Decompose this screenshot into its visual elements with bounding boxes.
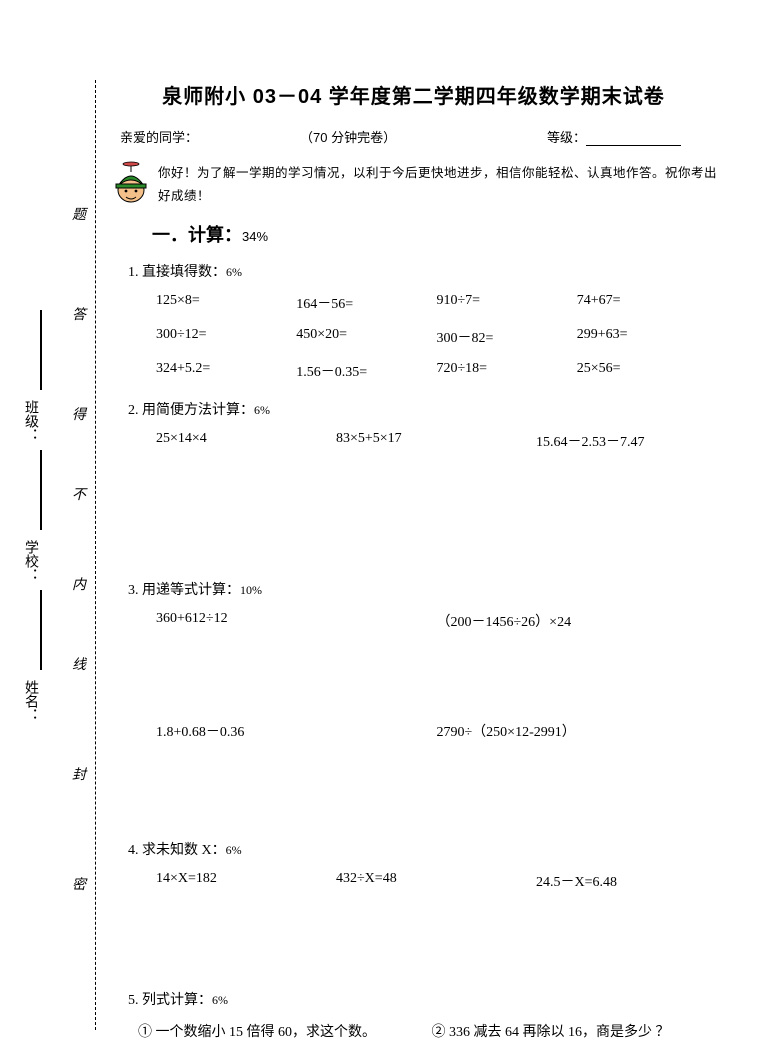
q2-pct: 6% xyxy=(254,403,270,417)
math-expr: 300÷12= xyxy=(156,327,296,347)
math-expr: 1.56－0.35= xyxy=(296,361,436,381)
math-expr: 14×X=182 xyxy=(156,871,336,891)
math-expr: 15.64－2.53－7.47 xyxy=(536,431,717,451)
q4-title: 4. 求未知数 X：6% xyxy=(128,839,717,859)
grade-underline xyxy=(586,145,681,146)
q2-grid: 25×14×4 83×5+5×17 15.64－2.53－7.47 xyxy=(128,431,717,451)
greeting-left: 亲爱的同学： xyxy=(120,127,300,146)
math-expr: 300－82= xyxy=(437,327,577,347)
field-school-label: 学校： xyxy=(20,540,40,582)
q5-title: 5. 列式计算：6% xyxy=(128,989,717,1009)
math-expr: 450×20= xyxy=(296,327,436,347)
q5-title-text: 5. 列式计算： xyxy=(128,993,212,1008)
question-4: 4. 求未知数 X：6% 14×X=182 432÷X=48 24.5－X=6.… xyxy=(128,839,717,891)
seal-char: 不 xyxy=(72,480,86,508)
q4-title-text: 4. 求未知数 X： xyxy=(128,843,226,858)
section-1-heading: 一．计算：34% xyxy=(152,221,717,247)
math-expr: 24.5－X=6.48 xyxy=(536,871,717,891)
question-3: 3. 用递等式计算：10% 360+612÷12 （200－1456÷26）×2… xyxy=(128,579,717,741)
math-expr: 25×56= xyxy=(577,361,717,381)
greeting-row: 你好！为了解一学期的学习情况，以利于今后更快地进步，相信你能轻松、认真地作答。祝… xyxy=(110,160,717,211)
cartoon-avatar-icon xyxy=(110,160,152,211)
field-name-line xyxy=(40,590,42,670)
seal-char: 内 xyxy=(72,570,86,598)
math-expr: 2790÷（250×12-2991） xyxy=(437,721,718,741)
math-expr: 125×8= xyxy=(156,293,296,313)
seal-char: 答 xyxy=(72,300,86,328)
math-expr: 74+67= xyxy=(577,293,717,313)
q4-grid: 14×X=182 432÷X=48 24.5－X=6.48 xyxy=(128,871,717,891)
page-content: 泉师附小 03－04 学年度第二学期四年级数学期末试卷 亲爱的同学： （70 分… xyxy=(110,80,717,1059)
math-expr: 324+5.2= xyxy=(156,361,296,381)
duration-text: （70 分钟完卷） xyxy=(300,127,547,146)
field-class-label: 班级： xyxy=(20,400,40,442)
math-expr: 1.8+0.68－0.36 xyxy=(156,721,437,741)
word-problem: ② 336 减去 64 再除以 16，商是多少 ？ xyxy=(432,1021,718,1041)
q3-title: 3. 用递等式计算：10% xyxy=(128,579,717,599)
work-space xyxy=(110,469,717,579)
field-class-line xyxy=(40,310,42,390)
grade-label: 等级： xyxy=(547,130,586,145)
math-expr: 83×5+5×17 xyxy=(336,431,536,451)
q1-title: 1. 直接填得数：6% xyxy=(128,261,717,281)
math-expr: （200－1456÷26）×24 xyxy=(437,611,718,631)
q1-title-text: 1. 直接填得数： xyxy=(128,265,226,280)
work-space xyxy=(110,759,717,839)
exam-title: 泉师附小 03－04 学年度第二学期四年级数学期末试卷 xyxy=(110,80,717,109)
seal-char: 封 xyxy=(72,760,86,788)
q2-title-text: 2. 用简便方法计算： xyxy=(128,403,254,418)
question-2: 2. 用简便方法计算：6% 25×14×4 83×5+5×17 15.64－2.… xyxy=(128,399,717,451)
math-expr: 720÷18= xyxy=(437,361,577,381)
seal-char: 得 xyxy=(72,400,86,428)
field-school-line xyxy=(40,450,42,530)
section-1-label: 一．计算： xyxy=(152,225,242,245)
seal-char: 题 xyxy=(72,200,86,228)
q2-title: 2. 用简便方法计算：6% xyxy=(128,399,717,419)
subtitle-row: 亲爱的同学： （70 分钟完卷） 等级： xyxy=(110,127,717,146)
seal-char: 密 xyxy=(72,870,86,898)
binding-column: 姓名： 学校： 班级： 密 封 线 内 不 得 答 题 xyxy=(0,0,120,1063)
q3-title-text: 3. 用递等式计算： xyxy=(128,583,240,598)
q4-pct: 6% xyxy=(226,843,242,857)
q5-grid: ① 一个数缩小 15 倍得 60，求这个数。 ② 336 减去 64 再除以 1… xyxy=(128,1021,717,1041)
math-expr: 432÷X=48 xyxy=(336,871,536,891)
word-problem: ① 一个数缩小 15 倍得 60，求这个数。 xyxy=(138,1021,424,1041)
section-1-pct: 34% xyxy=(242,229,268,244)
question-5: 5. 列式计算：6% ① 一个数缩小 15 倍得 60，求这个数。 ② 336 … xyxy=(128,989,717,1041)
q5-pct: 6% xyxy=(212,993,228,1007)
field-name-label: 姓名： xyxy=(20,680,40,722)
math-expr: 299+63= xyxy=(577,327,717,347)
grade-field: 等级： xyxy=(547,127,707,146)
math-expr: 360+612÷12 xyxy=(156,611,437,631)
math-expr: 25×14×4 xyxy=(156,431,336,451)
q3-grid: 360+612÷12 （200－1456÷26）×24 1.8+0.68－0.3… xyxy=(128,611,717,741)
math-expr: 164－56= xyxy=(296,293,436,313)
seal-dashed-line xyxy=(95,80,96,1030)
q1-grid: 125×8= 164－56= 910÷7= 74+67= 300÷12= 450… xyxy=(128,293,717,381)
work-space xyxy=(110,909,717,989)
q1-pct: 6% xyxy=(226,265,242,279)
q3-pct: 10% xyxy=(240,583,262,597)
math-expr: 910÷7= xyxy=(437,293,577,313)
question-1: 1. 直接填得数：6% 125×8= 164－56= 910÷7= 74+67=… xyxy=(128,261,717,381)
seal-char: 线 xyxy=(72,650,86,678)
greeting-text: 你好！为了解一学期的学习情况，以利于今后更快地进步，相信你能轻松、认真地作答。祝… xyxy=(158,160,717,207)
